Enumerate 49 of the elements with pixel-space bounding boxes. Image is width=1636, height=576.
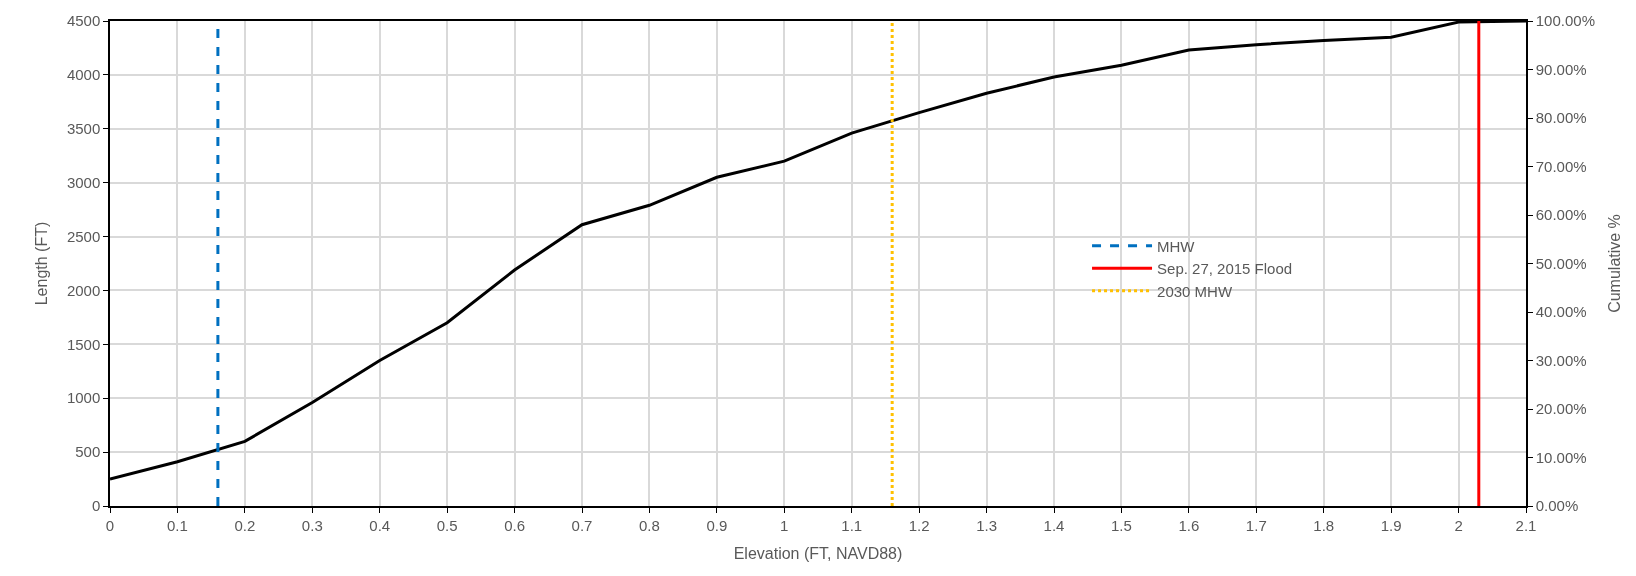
y-axis-title: Length (FT) <box>33 221 51 306</box>
y2-tick-label: 40.00% <box>1535 303 1587 321</box>
y-tick-label: 4000 <box>66 66 101 84</box>
x-tick-label: 0.7 <box>571 516 593 534</box>
y-tick-label: 1000 <box>66 389 101 407</box>
x-tick-label: 1.9 <box>1380 516 1402 534</box>
x-tick-label: 1 <box>780 516 789 534</box>
y2-tick-label: 50.00% <box>1535 254 1587 272</box>
legend-label: Sep. 27, 2015 Flood <box>1157 260 1293 278</box>
x-tick-label: 0.1 <box>167 516 188 534</box>
x-axis-title: Elevation (FT, NAVD88) <box>733 544 903 562</box>
y2-axis-title: Cumulative % <box>1606 214 1624 313</box>
y2-tick-label: 30.00% <box>1535 351 1587 369</box>
y2-tick-label: 60.00% <box>1535 206 1587 224</box>
x-tick-label: 0.2 <box>234 516 256 534</box>
x-tick-label: 1.7 <box>1245 516 1267 534</box>
x-tick-label: 1.3 <box>976 516 997 534</box>
y2-tick-label: 10.00% <box>1535 448 1587 466</box>
y2-tick-label: 90.00% <box>1535 60 1587 78</box>
x-tick-label: 0.9 <box>706 516 728 534</box>
x-tick-label: 2.1 <box>1515 516 1537 534</box>
y-tick-label: 2500 <box>66 227 101 245</box>
x-tick-label: 0.6 <box>504 516 525 534</box>
y2-tick-label: 80.00% <box>1535 109 1587 127</box>
x-tick-label: 1.8 <box>1313 516 1335 534</box>
x-tick-label: 0.5 <box>436 516 458 534</box>
y-tick-label: 500 <box>75 443 101 461</box>
x-tick-label: 0.3 <box>301 516 323 534</box>
x-tick-label: 1.1 <box>841 516 863 534</box>
y-tick-label: 0 <box>91 497 101 515</box>
x-tick-label: 0.4 <box>369 516 391 534</box>
x-tick-label: 1.2 <box>908 516 930 534</box>
y2-tick-label: 100.00% <box>1535 12 1595 30</box>
x-tick-label: 1.5 <box>1111 516 1132 534</box>
y2-tick-label: 70.00% <box>1535 157 1587 175</box>
y-tick-label: 4500 <box>66 12 101 30</box>
legend-label: MHW <box>1157 237 1196 255</box>
x-tick-label: 0 <box>105 516 115 534</box>
y-tick-label: 1500 <box>66 335 101 353</box>
y2-tick-label: 0.00% <box>1535 497 1579 515</box>
x-tick-label: 1.4 <box>1043 516 1065 534</box>
y2-tick-label: 20.00% <box>1535 400 1587 418</box>
legend-label: 2030 MHW <box>1157 282 1233 300</box>
y-tick-label: 3500 <box>66 120 101 138</box>
y-tick-label: 2000 <box>66 281 101 299</box>
x-tick-label: 2 <box>1454 516 1463 534</box>
y-tick-label: 3000 <box>66 173 101 191</box>
x-tick-label: 1.6 <box>1178 516 1200 534</box>
x-tick-label: 0.8 <box>639 516 660 534</box>
